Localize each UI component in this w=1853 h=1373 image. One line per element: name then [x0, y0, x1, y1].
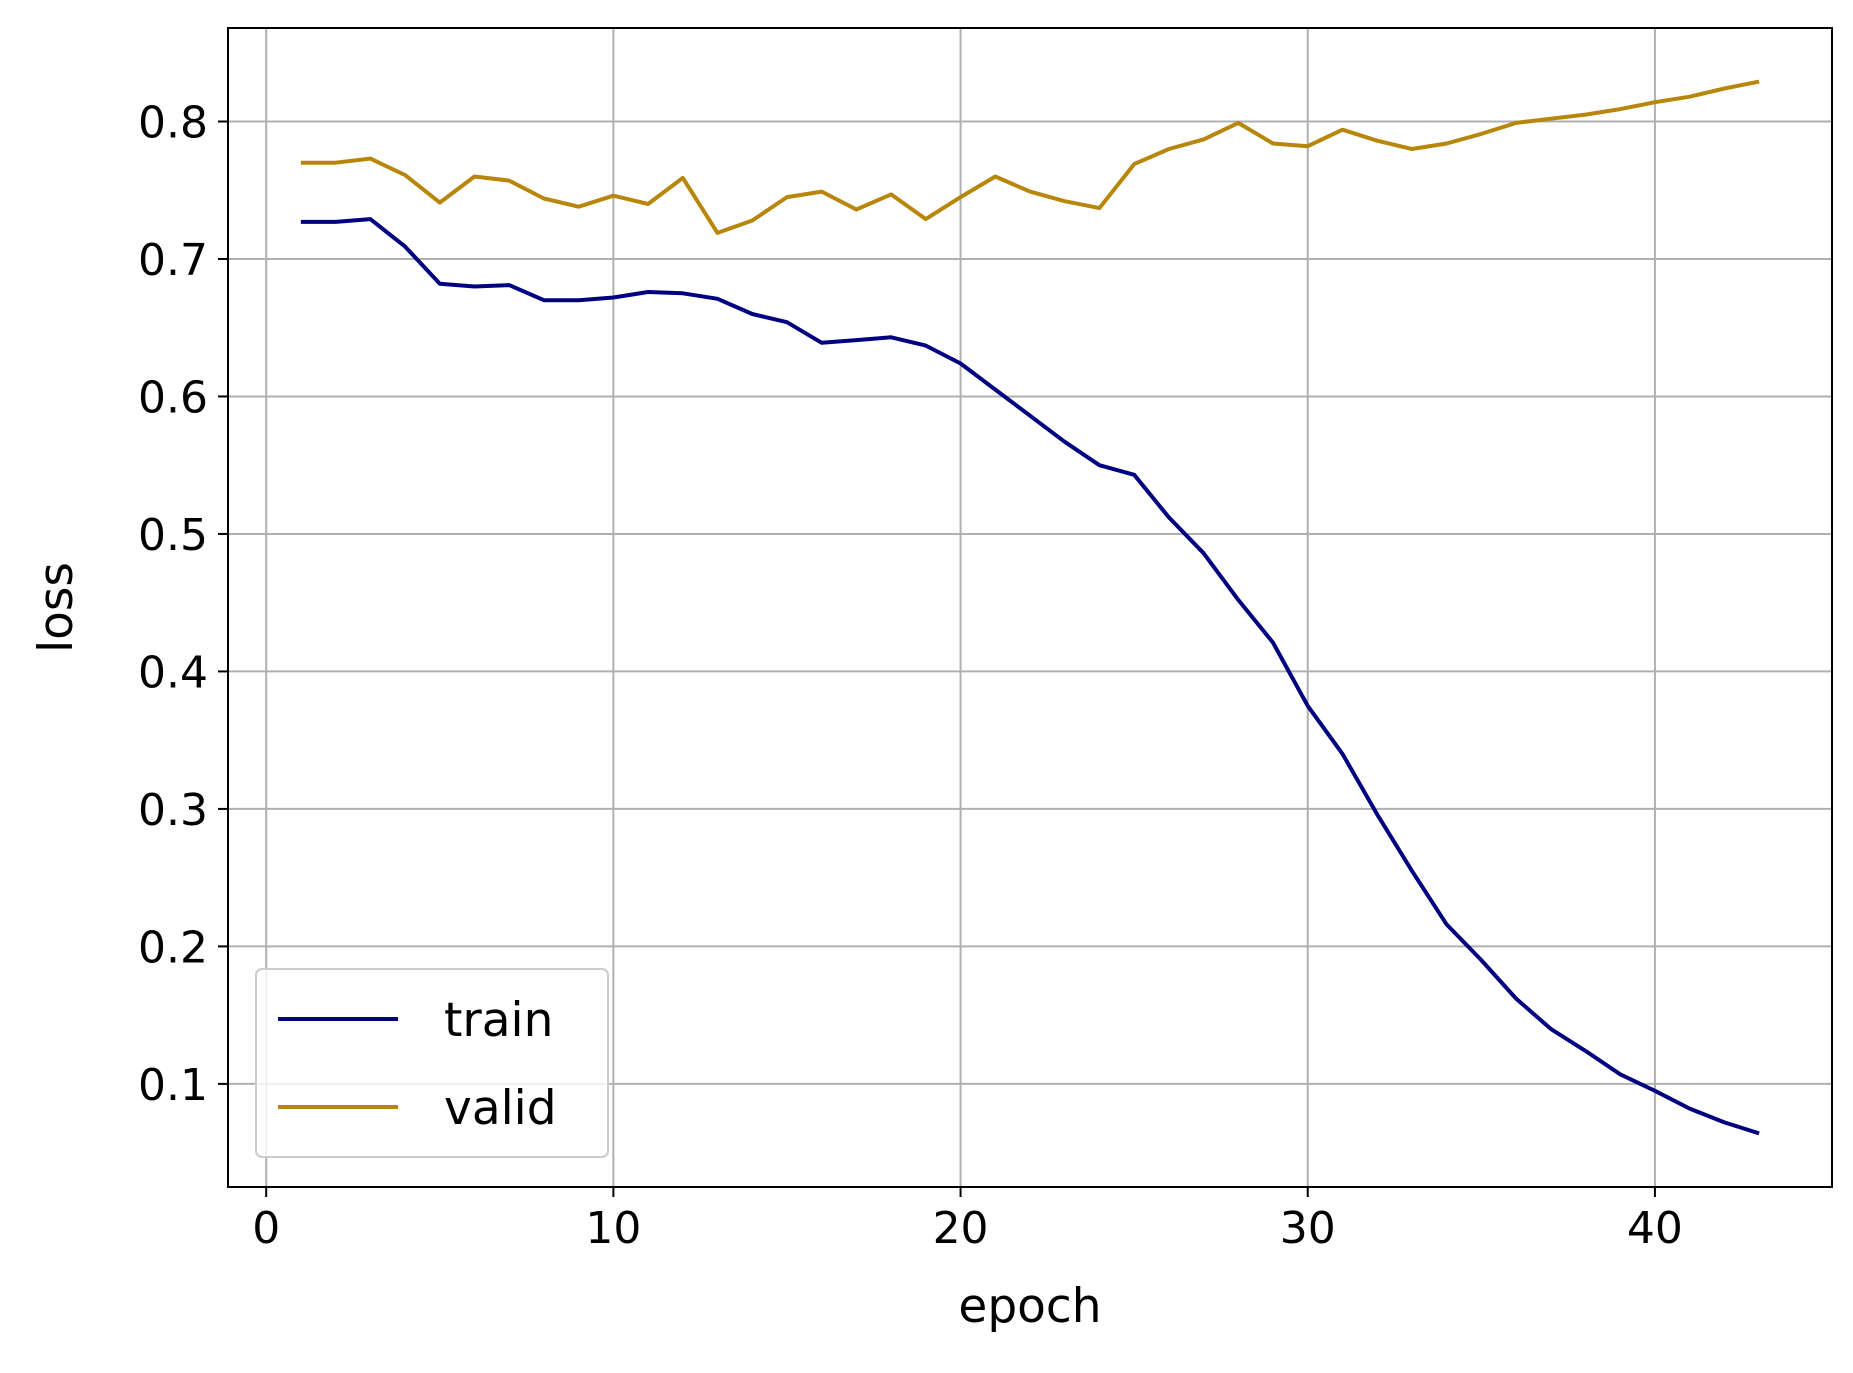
- x-tick-label: 40: [1627, 1203, 1683, 1254]
- legend-label-valid: valid: [444, 1081, 557, 1136]
- y-tick-label: 0.4: [138, 647, 208, 698]
- y-tick-label: 0.6: [138, 372, 208, 423]
- x-tick-label: 0: [252, 1203, 280, 1254]
- x-tick-label: 30: [1280, 1203, 1336, 1254]
- y-tick-label: 0.8: [138, 97, 208, 148]
- y-tick-label: 0.5: [138, 510, 208, 561]
- series-layer: [300, 79, 1760, 1136]
- series-line-train: [300, 217, 1760, 1136]
- x-tick-label: 10: [585, 1203, 641, 1254]
- x-axis-label: epoch: [958, 1279, 1101, 1334]
- legend: train valid: [255, 968, 609, 1158]
- y-tick-label: 0.7: [138, 235, 208, 286]
- y-tick-label: 0.2: [138, 922, 208, 973]
- y-axis-label: loss: [29, 562, 84, 653]
- plot-frame: [227, 27, 1833, 1188]
- y-tick-label: 0.3: [138, 785, 208, 836]
- x-tick-label: 20: [933, 1203, 989, 1254]
- y-tick-label: 0.1: [138, 1060, 208, 1111]
- legend-box: [255, 968, 609, 1158]
- ticks: 0 10 20 30 40 0.1 0.2 0.3 0.4 0.5 0.6 0.7 0.8: [138, 97, 1683, 1254]
- legend-label-train: train: [444, 993, 553, 1048]
- series-line-valid: [300, 79, 1760, 235]
